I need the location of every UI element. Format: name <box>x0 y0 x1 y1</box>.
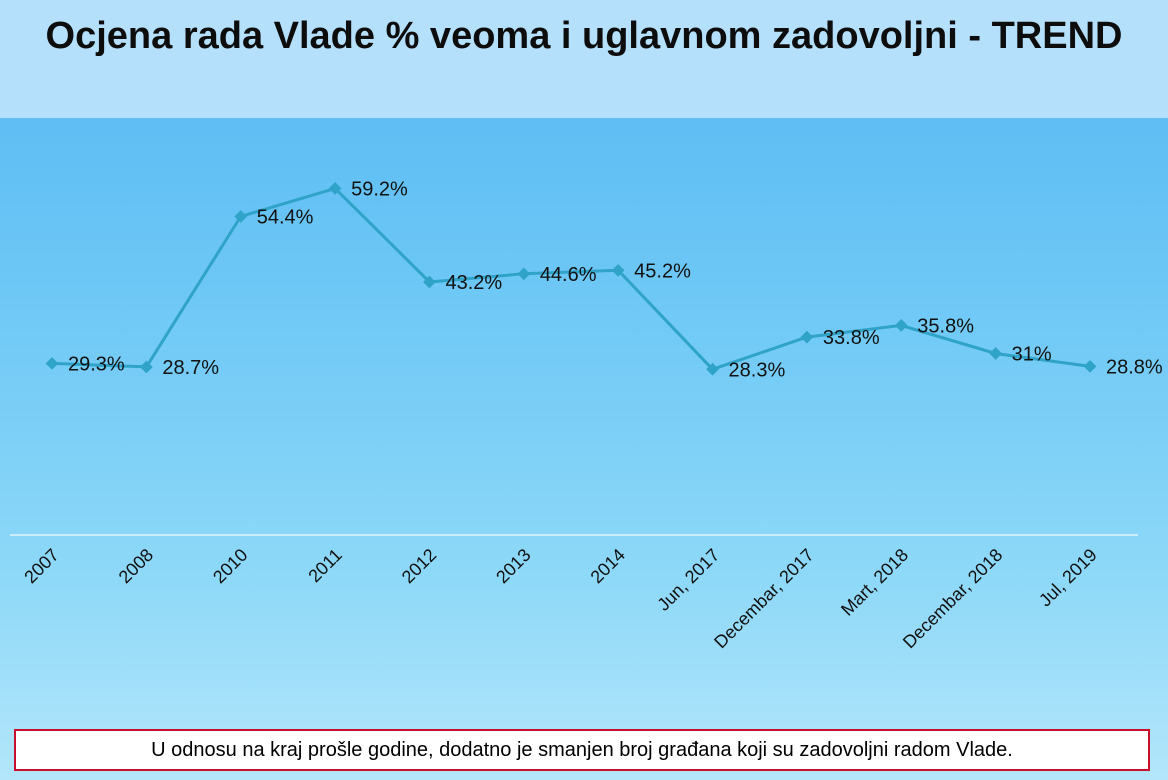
data-point-marker <box>234 210 248 223</box>
data-point-marker <box>894 319 908 332</box>
data-label: 33.8% <box>823 327 880 349</box>
series-line <box>51 186 1091 371</box>
chart-header: Ocjena rada Vlade % veoma i uglavnom zad… <box>0 0 1168 118</box>
x-tick-label: Jul, 2019 <box>1035 545 1101 611</box>
x-tick-label: Decembar, 2017 <box>710 545 818 653</box>
data-point-marker <box>517 267 531 281</box>
data-label: 54.4% <box>257 206 314 228</box>
x-tick-label: 2013 <box>492 545 534 587</box>
data-point-marker <box>423 275 436 289</box>
data-label: 31% <box>1012 343 1052 365</box>
x-tick-label: Mart, 2018 <box>837 545 912 620</box>
x-tick-labels: 2007 2008 2010 2011 2012 2013 2014 Jun, 2017Dec… <box>20 545 1100 653</box>
data-label: 28.8% <box>1106 356 1163 378</box>
data-point-marker <box>328 181 342 195</box>
x-tick-label: 2010 <box>209 545 251 587</box>
data-point-marker <box>989 347 1003 360</box>
x-tick-label: Jun, 2017 <box>653 545 723 615</box>
data-point-marker <box>800 330 814 344</box>
data-label: 29.3% <box>68 353 125 375</box>
chart-title: Ocjena rada Vlade % veoma i uglavnom zad… <box>45 15 1123 57</box>
x-tick-label: 2007 <box>20 545 62 587</box>
x-tick-label: 2012 <box>398 545 440 587</box>
data-label: 28.3% <box>729 359 786 381</box>
x-tick-label: 2014 <box>587 545 629 587</box>
data-labels: 29.3% 28.7% 54.4% 59.2% 43.2% 44.6% 45.2% 28.3%… <box>68 178 1163 381</box>
data-point-marker <box>139 360 153 374</box>
data-label: 59.2% <box>351 178 408 200</box>
data-point-marker <box>45 357 59 370</box>
x-tick-label: 2008 <box>115 545 157 587</box>
data-point-marker <box>1083 359 1097 373</box>
summary-note: U odnosu na kraj prošle godine, dodatno … <box>14 729 1150 771</box>
data-label: 44.6% <box>540 264 597 286</box>
data-label: 35.8% <box>917 315 974 337</box>
x-tick-label: Decembar, 2018 <box>899 545 1007 653</box>
data-label: 43.2% <box>445 272 502 294</box>
x-tick-label: 2011 <box>304 545 346 587</box>
data-label: 45.2% <box>634 260 691 282</box>
data-label: 28.7% <box>162 357 219 379</box>
